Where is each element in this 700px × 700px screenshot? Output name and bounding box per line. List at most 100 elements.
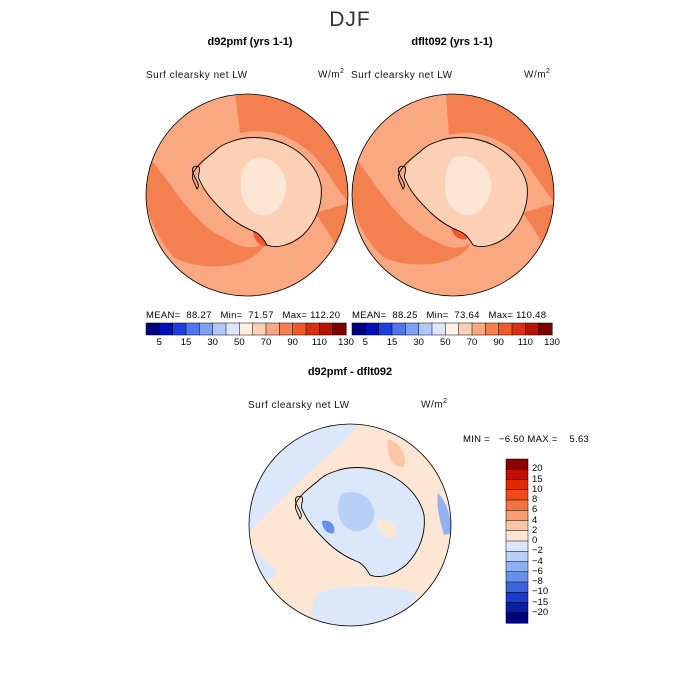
map-2-contour-low-interior [445,156,492,215]
panel-2-colorbar-tick-label: 30 [413,337,424,348]
panel-1-colorbar-swatch [319,322,334,336]
panel-3-colorbar-tick-label: 0 [532,535,538,546]
panel-3-colorbar-swatch [505,612,529,624]
map-3-contour-interior-neg [338,491,375,532]
panel-3-colorbar-tick-label: −15 [532,596,549,608]
panel-1-stats: MEAN= 88.27 Min= 71.57 Max= 112.20 [146,310,341,321]
panel-3-colorbar-tick-label: −2 [532,545,543,557]
panel-3-colorbar-tick-label: 6 [532,504,538,516]
panel-1-colorbar-swatch [185,322,200,336]
panel-3-colorbar-tick-label: 8 [532,494,538,505]
panel-1-colorbar-tick-label: 5 [156,337,162,348]
panel-2-colorbar-tick-label: 90 [493,337,504,348]
panel-2-colorbar-swatch [431,322,446,336]
panel-3-colorbar [505,458,529,624]
map-3-contour-neg-e [437,493,451,535]
panel-2-colorbar-tick-label: 50 [440,337,451,348]
panel-2-colorbar-swatch [378,322,393,336]
panel-1-colorbar-tick-label: 130 [338,337,354,348]
panel-3-colorbar-swatch [505,510,529,522]
panel-2-colorbar-tick-label: 70 [466,337,478,348]
panel-2-colorbar-swatch [445,322,460,336]
panel-1-colorbar-swatch [159,322,174,336]
map-3-contour-interior-pos [378,518,397,539]
map-1-antarctica-coastline [192,137,322,247]
panel-3-colorbar-swatch [505,469,529,481]
map-3-boundary [248,423,452,627]
panel-2-colorbar-swatch [525,322,540,336]
panel-1-colorbar-swatch [212,322,227,336]
panel-2-colorbar-swatch [538,322,553,336]
panel-3-colorbar-tick-label: −10 [532,586,549,598]
panel-3-colorbar-swatch [505,561,529,573]
panel-3-colorbar-swatch [505,520,529,532]
map-1-contour-high-w [146,153,265,267]
panel-1-colorbar-swatch [279,322,294,336]
panel-2-colorbar-swatch [458,322,473,336]
panel-3-colorbar-tick-label: −4 [532,555,543,567]
panel-3-colorbar-swatch [505,602,529,614]
panel-3-map [248,423,452,627]
panel-3-colorbar-tick-label: −8 [532,576,543,587]
panel-1-colorbar-tick-label: 50 [234,337,245,348]
panel-3-colorbar-swatch [505,551,529,563]
map-2-antarctica-coastline [398,137,528,247]
panel-3-colorbar-ticks: 20 15 10 8 6 4 2 0 −2 −4 −6 −8 −10 −15 −20 [532,459,572,623]
main-title: DJF [329,8,371,31]
panel-3-units: W/m2 [421,398,448,411]
panel-1-colorbar-swatch [332,322,347,336]
map-3-antarctica-coastline [295,467,425,577]
panel-3-colorbar-swatch [505,592,529,604]
panel-2-colorbar-tick-label: 15 [386,337,398,348]
panel-1-colorbar-tick-label: 70 [260,337,272,348]
map-2-contour-high-w [352,153,471,265]
panel-3-colorbar-tick-label: 15 [532,473,543,485]
panel-3-colorbar-swatch [505,581,529,593]
panel-3-colorbar-tick-label: 4 [532,514,538,526]
panel-1-colorbar-ticks: 5 15 30 50 70 90 110 130 [146,337,354,349]
map-3-contour-neg-s [312,586,418,626]
map-1-boundary [145,93,349,297]
panel-3-colorbar-swatch [505,530,529,542]
map-3-contour-interior-strong-neg [322,520,335,534]
panel-2-map [351,93,555,297]
panel-2-stats: MEAN= 88.25 Min= 73.64 Max= 110.48 [352,310,547,321]
panel-1-colorbar-swatch [145,322,160,336]
panel-3-variable-label: Surf clearsky net LW [248,400,350,411]
panel-1-colorbar-swatch [172,322,187,336]
panel-2-colorbar-swatch [498,322,513,336]
panel-3-colorbar-tick-label: −6 [532,565,543,577]
panel-1-colorbar-tick-label: 90 [287,337,298,348]
panel-3-colorbar-swatch [505,479,529,491]
panel-1-colorbar-swatch [239,322,254,336]
panel-1-variable-label: Surf clearsky net LW [146,70,248,81]
panel-1-units: W/m2 [318,68,345,81]
panel-2-units: W/m2 [524,68,551,81]
panel-3-colorbar-swatch [505,540,529,552]
panel-2-colorbar-swatch [391,322,406,336]
panel-3-colorbar-swatch [505,458,529,470]
panel-2-title: dflt092 (yrs 1-1) [411,36,493,48]
panel-1-colorbar-tick-label: 30 [207,337,218,348]
panel-2-colorbar-swatch [365,322,380,336]
panel-3-title: d92pmf - dflt092 [307,366,393,378]
panel-2-colorbar-swatch [511,322,526,336]
map-1-contour-low-interior [240,157,287,216]
panel-3-colorbar-tick-label: 10 [532,483,543,495]
panel-1-colorbar-tick-label: 15 [180,337,192,348]
panel-1-colorbar-tick-label: 110 [311,337,327,348]
panel-2-colorbar [351,322,553,336]
panel-3-colorbar-swatch [505,571,529,583]
panel-1-colorbar [145,322,347,336]
map-2-boundary [351,93,555,297]
panel-2-colorbar-swatch [351,322,366,336]
panel-3-colorbar-swatch [505,489,529,501]
panel-3-stats: MIN = −6.50 MAX = 5.63 [463,434,590,445]
panel-3-colorbar-tick-label: −20 [532,606,549,618]
panel-2-colorbar-tick-label: 110 [517,337,533,348]
map-3-contour-pos-n [387,439,406,468]
panel-2-variable-label: Surf clearsky net LW [351,70,453,81]
panel-1-colorbar-swatch [305,322,320,336]
panel-1-colorbar-swatch [252,322,267,336]
panel-2-colorbar-tick-label: 130 [544,337,560,348]
